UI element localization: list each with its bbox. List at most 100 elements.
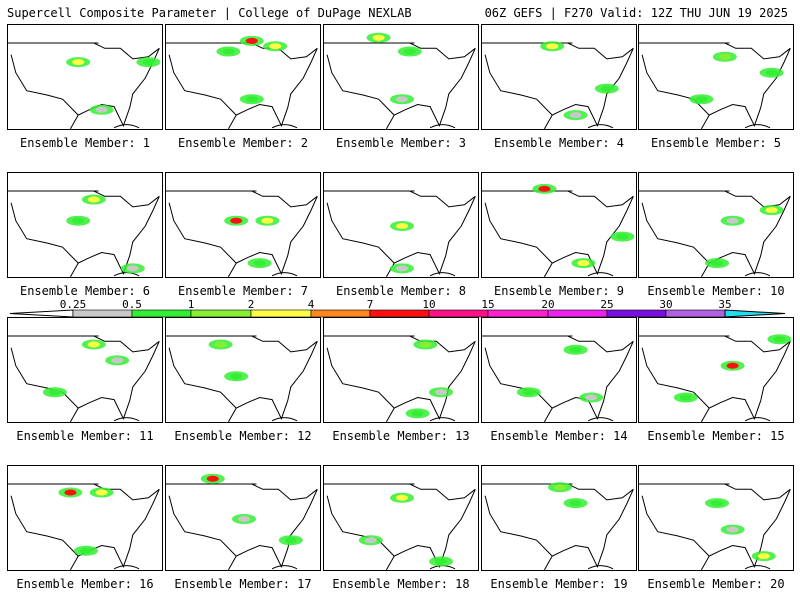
- coastline: [69, 114, 79, 129]
- coastline: [744, 124, 771, 129]
- coastline: [227, 555, 237, 570]
- scp-contour: [95, 489, 108, 496]
- colorbar-tick-label: 1: [187, 298, 195, 311]
- scp-contour: [95, 106, 108, 113]
- coastline: [326, 335, 476, 420]
- coastline: [271, 124, 298, 129]
- map-canvas: [324, 190, 476, 277]
- map-canvas: [639, 190, 791, 277]
- coastline: [113, 565, 140, 570]
- ensemble-member-map: [481, 465, 637, 571]
- coastline: [113, 417, 140, 422]
- colorbar-tick-label: 10: [422, 298, 436, 311]
- member-label: Ensemble Member: 13: [332, 429, 470, 443]
- ensemble-member-map: [481, 317, 637, 423]
- member-label: Ensemble Member: 3: [335, 136, 467, 150]
- scp-contour: [435, 389, 447, 396]
- scp-contour: [695, 96, 708, 103]
- map-canvas: [166, 473, 318, 570]
- map-canvas: [324, 483, 476, 570]
- colorbar-segment: [547, 309, 608, 318]
- member-label: Ensemble Member: 10: [647, 284, 785, 298]
- coastline: [744, 272, 771, 277]
- ensemble-member-map: [323, 317, 479, 423]
- map-canvas: [482, 41, 634, 129]
- scp-contour: [569, 112, 582, 119]
- coastline: [744, 565, 771, 570]
- ensemble-member-map: [165, 24, 321, 130]
- scp-contour: [80, 547, 92, 554]
- scp-contour: [577, 260, 590, 267]
- coastline: [484, 42, 634, 127]
- map-canvas: [166, 335, 318, 422]
- map-canvas: [639, 42, 791, 129]
- coastline: [168, 483, 318, 568]
- coastline: [69, 407, 79, 422]
- coastline: [227, 407, 237, 422]
- coastline: [10, 483, 160, 568]
- scp-contour: [269, 43, 282, 50]
- page-title: Supercell Composite Parameter | College …: [7, 6, 412, 20]
- coastline: [484, 335, 634, 420]
- scp-contour: [585, 394, 598, 401]
- scp-contour: [403, 48, 416, 55]
- color-scale-bar: [9, 309, 786, 318]
- coastline: [271, 565, 298, 570]
- map-canvas: [8, 335, 160, 422]
- ensemble-member-map: [323, 465, 479, 571]
- scp-contour: [372, 34, 385, 41]
- member-label: Ensemble Member: 11: [16, 429, 154, 443]
- coastline: [429, 124, 456, 129]
- colorbar-tick-label: 4: [307, 298, 315, 311]
- coastline: [227, 114, 237, 129]
- map-canvas: [482, 335, 634, 422]
- scp-contour: [419, 341, 432, 348]
- scp-contour: [396, 265, 408, 272]
- scp-contour: [364, 537, 377, 544]
- scp-contour: [396, 223, 408, 229]
- member-label: Ensemble Member: 20: [647, 577, 785, 591]
- ensemble-member-map: [7, 172, 163, 278]
- coastline: [429, 417, 456, 422]
- member-label: Ensemble Member: 7: [177, 284, 309, 298]
- member-label: Ensemble Member: 4: [493, 136, 625, 150]
- ensemble-member-map: [638, 172, 794, 278]
- map-canvas: [166, 35, 318, 129]
- colorbar-tick-label: 30: [659, 298, 673, 311]
- scp-contour: [72, 217, 85, 224]
- coastline: [10, 42, 160, 127]
- coastline: [113, 124, 140, 129]
- scp-contour: [48, 389, 61, 396]
- run-valid-time: 06Z GEFS | F270 Valid: 12Z THU JUN 19 20…: [484, 6, 788, 20]
- scp-contour: [64, 489, 77, 496]
- coastline: [484, 190, 634, 275]
- scp-contour: [214, 341, 227, 348]
- coastline: [168, 190, 318, 275]
- scp-contour: [245, 96, 258, 103]
- scp-contour: [411, 410, 424, 417]
- coastline: [700, 555, 710, 570]
- ensemble-member-map: [323, 24, 479, 130]
- map-canvas: [639, 483, 791, 570]
- coastline: [385, 407, 395, 422]
- colorbar-segment: [310, 309, 371, 318]
- colorbar-tick-label: 15: [481, 298, 495, 311]
- colorbar-segment: [606, 309, 667, 318]
- scp-contour: [679, 394, 692, 401]
- scp-contour: [600, 85, 613, 92]
- scp-contour: [87, 341, 100, 348]
- ensemble-member-map: [7, 24, 163, 130]
- map-canvas: [8, 483, 160, 570]
- scp-contour: [87, 196, 100, 203]
- member-label: Ensemble Member: 6: [19, 284, 151, 298]
- scp-contour: [711, 260, 723, 267]
- scp-contour: [396, 96, 408, 103]
- colorbar-segment: [72, 309, 133, 318]
- coastline: [700, 114, 710, 129]
- scp-contour: [142, 59, 155, 66]
- scp-contour: [206, 475, 219, 482]
- coastline: [271, 272, 298, 277]
- coastline: [641, 483, 791, 568]
- colorbar-tick-label: 20: [541, 298, 555, 311]
- member-label: Ensemble Member: 5: [650, 136, 782, 150]
